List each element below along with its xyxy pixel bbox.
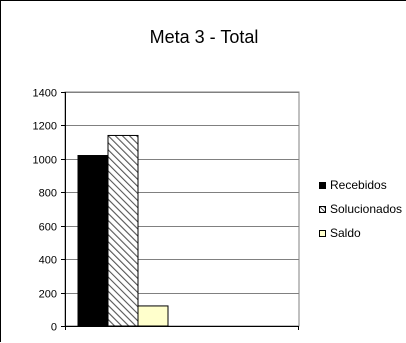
- legend-item-solucionados: Solucionados: [319, 197, 402, 221]
- legend-swatch-recebidos: [319, 181, 326, 189]
- y-tick-label: 1000: [33, 155, 57, 167]
- y-tick-label: 1200: [33, 121, 57, 133]
- legend-label-saldo: Saldo: [330, 226, 361, 240]
- legend-swatch-saldo: [319, 229, 326, 237]
- legend-item-recebidos: Recebidos: [319, 173, 402, 197]
- y-tick-label: 0: [51, 322, 57, 334]
- bar-solucionados: [107, 134, 139, 327]
- chart-legend: Recebidos Solucionados Saldo: [319, 173, 402, 245]
- y-tick-label: 200: [39, 289, 57, 301]
- legend-item-saldo: Saldo: [319, 221, 402, 245]
- y-tick-label: 600: [39, 222, 57, 234]
- y-tick-label: 800: [39, 188, 57, 200]
- legend-label-recebidos: Recebidos: [330, 178, 387, 192]
- y-tick-label: 400: [39, 255, 57, 267]
- legend-swatch-solucionados: [319, 205, 326, 213]
- y-tick-label: 1400: [33, 88, 57, 100]
- legend-label-solucionados: Solucionados: [330, 202, 403, 216]
- chart-title: Meta 3 - Total: [149, 27, 259, 47]
- bar-recebidos: [77, 155, 109, 327]
- bar-saldo: [137, 305, 169, 327]
